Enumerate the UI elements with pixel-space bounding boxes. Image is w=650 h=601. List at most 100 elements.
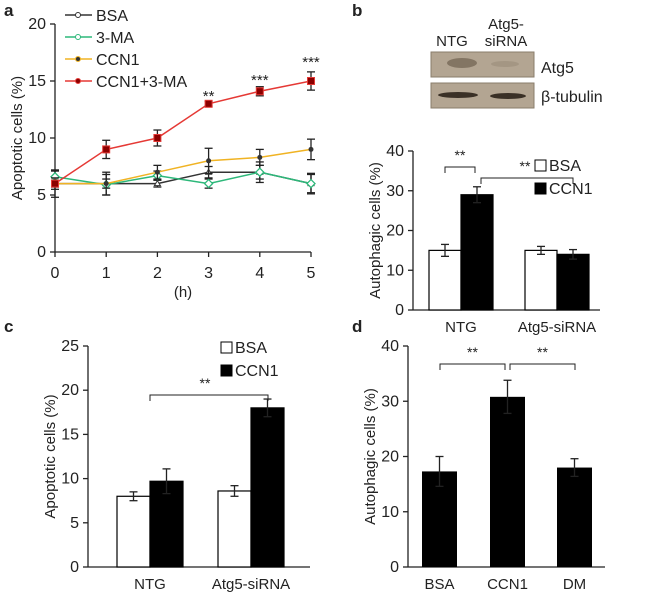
legend-label: CCN1+3-MA <box>96 74 187 91</box>
bar-CCN1-Atg5-siRNA <box>250 407 285 568</box>
y-tick-label: 15 <box>61 426 79 443</box>
significance-mark: ** <box>455 147 466 163</box>
y-tick-label: 10 <box>61 471 79 488</box>
y-axis-label: Apoptotic cells (%) <box>42 394 59 518</box>
y-tick-label: 0 <box>395 302 404 319</box>
bar-BSA-NTG <box>428 249 462 311</box>
legend-label: CCN1 <box>549 181 593 198</box>
series-line-CCN1 <box>55 148 312 185</box>
y-tick-label: 25 <box>61 338 79 355</box>
data-point <box>204 99 213 108</box>
x-tick-label: 1 <box>102 265 111 282</box>
significance-bracket <box>509 363 576 370</box>
y-tick-label: 5 <box>70 515 79 532</box>
legend-swatch <box>534 182 547 195</box>
significance-bracket <box>480 177 574 184</box>
bar-BSA <box>422 471 457 567</box>
data-point <box>206 158 212 164</box>
y-tick-label: 10 <box>386 262 404 279</box>
data-point <box>255 87 264 96</box>
legend-label: BSA <box>235 340 267 357</box>
data-point <box>51 179 59 188</box>
x-tick-label: BSA <box>424 576 454 593</box>
significance-mark: ** <box>200 375 211 391</box>
significance-mark: ** <box>520 158 531 174</box>
y-tick-label: 40 <box>386 143 404 160</box>
legend-marker <box>75 34 81 40</box>
x-tick-label: 3 <box>204 265 213 282</box>
y-tick-label: 20 <box>381 449 399 466</box>
bar-CCN1-NTG <box>460 194 494 311</box>
significance-mark: *** <box>251 72 269 89</box>
legend-marker <box>75 12 81 18</box>
x-tick-label: Atg5-siRNA <box>212 576 290 593</box>
data-point <box>306 178 316 189</box>
panel-label-c: c <box>4 317 13 336</box>
y-tick-label: 30 <box>386 183 404 200</box>
bar-BSA-Atg5-siRNA <box>524 249 558 311</box>
data-point <box>203 178 214 189</box>
blot-lane-label: NTG <box>436 33 468 50</box>
y-tick-label: 20 <box>61 382 79 399</box>
y-tick-label: 5 <box>37 187 46 204</box>
y-tick-label: 40 <box>381 338 399 355</box>
bar-BSA-Atg5-siRNA <box>217 490 252 568</box>
legend-swatch <box>534 159 547 172</box>
data-point <box>153 134 162 142</box>
panel-label-a: a <box>4 1 14 20</box>
x-tick-label: CCN1 <box>487 576 528 593</box>
significance-bracket <box>149 394 269 401</box>
y-axis-label: Autophagic cells (%) <box>367 162 384 299</box>
blot-lane-label: siRNA <box>485 33 528 50</box>
blot-band-signal <box>491 61 519 67</box>
significance-mark: *** <box>302 54 320 71</box>
y-tick-label: 20 <box>28 16 46 33</box>
series-line-BSA <box>55 171 312 185</box>
y-tick-label: 10 <box>28 130 46 147</box>
y-tick-label: 10 <box>381 504 399 521</box>
y-axis-label: Apoptotic cells (%) <box>9 76 26 200</box>
y-tick-label: 0 <box>70 559 79 576</box>
blot-lane-label: Atg5- <box>488 16 524 33</box>
legend-marker <box>75 78 81 84</box>
y-axis-label: Autophagic cells (%) <box>362 388 379 525</box>
x-tick-label: 4 <box>255 265 264 282</box>
blot-band-signal <box>447 58 477 68</box>
series-line-CCN1+3-MA <box>54 80 312 185</box>
data-point <box>254 167 265 178</box>
significance-mark: ** <box>537 344 548 360</box>
significance-bracket <box>444 166 476 173</box>
legend-swatch <box>220 341 233 354</box>
legend-label: BSA <box>96 8 128 25</box>
x-tick-label: 2 <box>153 265 162 282</box>
x-tick-label: DM <box>563 576 586 593</box>
data-point <box>103 181 109 187</box>
significance-mark: ** <box>203 88 215 105</box>
y-tick-label: 15 <box>28 73 46 90</box>
panel-label-d: d <box>352 317 362 336</box>
x-tick-label: NTG <box>134 576 166 593</box>
blot-band-signal <box>490 93 526 99</box>
data-point <box>153 179 162 187</box>
blot-band-signal <box>438 92 478 98</box>
x-axis-label: (h) <box>174 284 192 301</box>
legend-label: CCN1 <box>235 363 279 380</box>
significance-mark: ** <box>467 344 478 360</box>
y-tick-label: 0 <box>390 559 399 576</box>
blot-label-atg5: Atg5 <box>541 60 574 77</box>
data-point <box>102 145 111 154</box>
legend-marker <box>75 56 81 62</box>
x-tick-label: NTG <box>445 319 477 336</box>
blot-label-tubulin: β-tubulin <box>541 89 603 106</box>
bar-DM <box>557 467 592 567</box>
legend-label: 3-MA <box>96 30 135 47</box>
y-tick-label: 30 <box>381 393 399 410</box>
panel-label-b: b <box>352 1 362 20</box>
data-point <box>307 77 315 85</box>
x-tick-label: 0 <box>51 265 60 282</box>
data-point <box>154 169 160 175</box>
y-tick-label: 20 <box>386 223 404 240</box>
bar-CCN1-Atg5-siRNA <box>556 253 590 311</box>
y-tick-label: 0 <box>37 244 46 261</box>
